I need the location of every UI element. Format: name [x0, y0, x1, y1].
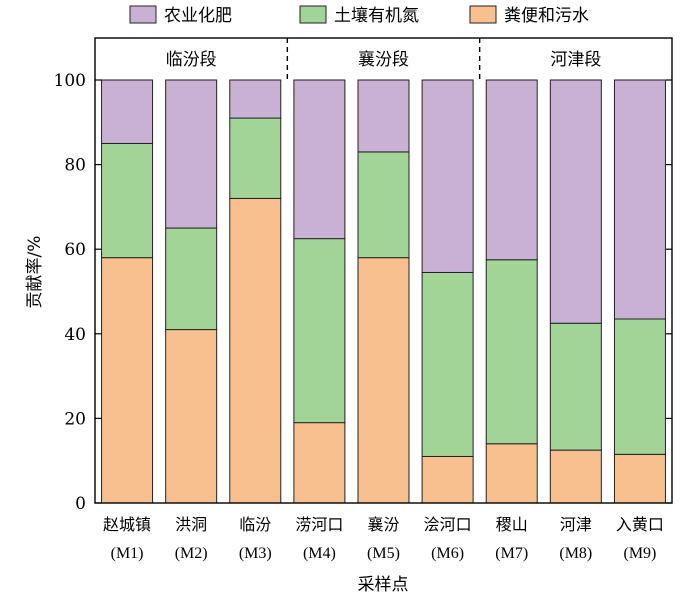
- y-tick-label-5: 80: [64, 156, 86, 176]
- bar-8-series-2: [549, 322, 602, 451]
- y-tick-label-3: 40: [64, 325, 86, 345]
- legend-label-3: 粪便和污水: [504, 6, 589, 26]
- x-tick-code-4: (M4): [303, 545, 336, 562]
- bar-3-series-3: [229, 79, 282, 119]
- x-tick-code-5: (M5): [367, 545, 400, 562]
- bar-1-series-3: [101, 79, 154, 144]
- x-axis-title: 采样点: [358, 575, 409, 595]
- legend: 农业化肥 土壤有机氮 粪便和污水: [129, 5, 589, 26]
- x-tick-label-6: 浍河口: [424, 515, 472, 534]
- legend-swatch-1: [129, 5, 157, 24]
- x-tick-label-4: 涝河口: [295, 515, 343, 534]
- bar-6-series-3: [421, 79, 474, 273]
- segment-label-3: 河津段: [550, 50, 601, 70]
- segment-label-2: 襄汾段: [358, 49, 409, 70]
- bar-8-series-1: [549, 449, 602, 504]
- bar-4-series-2: [293, 238, 346, 424]
- x-tick-code-7: (M7): [495, 545, 528, 562]
- bar-1-series-1: [101, 257, 154, 504]
- bar-2-series-1: [165, 329, 218, 504]
- bar-1-series-2: [101, 142, 154, 259]
- bar-9-series-1: [613, 453, 666, 504]
- bar-2-series-2: [165, 227, 218, 331]
- bar-4-series-1: [293, 422, 346, 504]
- bar-9-series-3: [613, 79, 666, 320]
- x-tick-code-8: (M8): [559, 545, 592, 562]
- legend-label-2: 土壤有机氮: [334, 5, 419, 26]
- segment-label-1: 临汾段: [166, 50, 217, 70]
- x-tick-label-2: 洪洞: [175, 515, 207, 534]
- y-tick-label-2: 20: [64, 409, 86, 429]
- bar-5-series-1: [357, 257, 410, 504]
- x-tick-code-9: (M9): [623, 545, 656, 562]
- bar-5-series-3: [357, 79, 410, 153]
- x-tick-label-1: 赵城镇: [103, 515, 151, 534]
- bar-5-series-2: [357, 151, 410, 259]
- x-tick-label-5: 襄汾: [367, 515, 399, 534]
- x-tick-code-2: (M2): [175, 545, 208, 562]
- bar-6-series-1: [421, 455, 474, 504]
- legend-swatch-3: [469, 5, 497, 24]
- bar-7-series-2: [485, 259, 538, 445]
- bar-8-series-3: [549, 79, 602, 324]
- x-tick-code-3: (M3): [239, 545, 272, 562]
- bar-7-series-1: [485, 443, 538, 504]
- x-tick-label-7: 稷山: [496, 515, 528, 534]
- bar-2-series-3: [165, 79, 218, 229]
- x-tick-label-8: 河津: [560, 515, 592, 534]
- legend-label-1: 农业化肥: [164, 6, 232, 26]
- x-tick-code-6: (M6): [431, 545, 464, 562]
- bar-4-series-3: [293, 79, 346, 240]
- bar-3-series-1: [229, 197, 282, 504]
- y-tick-label-6: 100: [54, 71, 86, 91]
- bar-3-series-2: [229, 117, 282, 199]
- x-tick-code-1: (M1): [111, 545, 144, 562]
- x-tick-label-3: 临汾: [239, 515, 271, 534]
- bar-6-series-2: [421, 271, 474, 457]
- y-axis-title: 贡献率/%: [25, 236, 45, 309]
- plot-area: 赵城镇 (M1) 洪洞 (M2) 临汾 (M3) 涝河口 (M4) 襄汾 (M5) 浍河口 (M6) 稷…: [54, 37, 673, 562]
- y-tick-label-1: 0: [75, 494, 86, 514]
- x-tick-label-9: 入黄口: [616, 515, 664, 534]
- bar-9-series-2: [613, 318, 666, 455]
- legend-swatch-2: [299, 5, 327, 24]
- bar-7-series-3: [485, 79, 538, 261]
- plot-frame: [94, 37, 673, 504]
- y-tick-label-4: 60: [64, 240, 86, 260]
